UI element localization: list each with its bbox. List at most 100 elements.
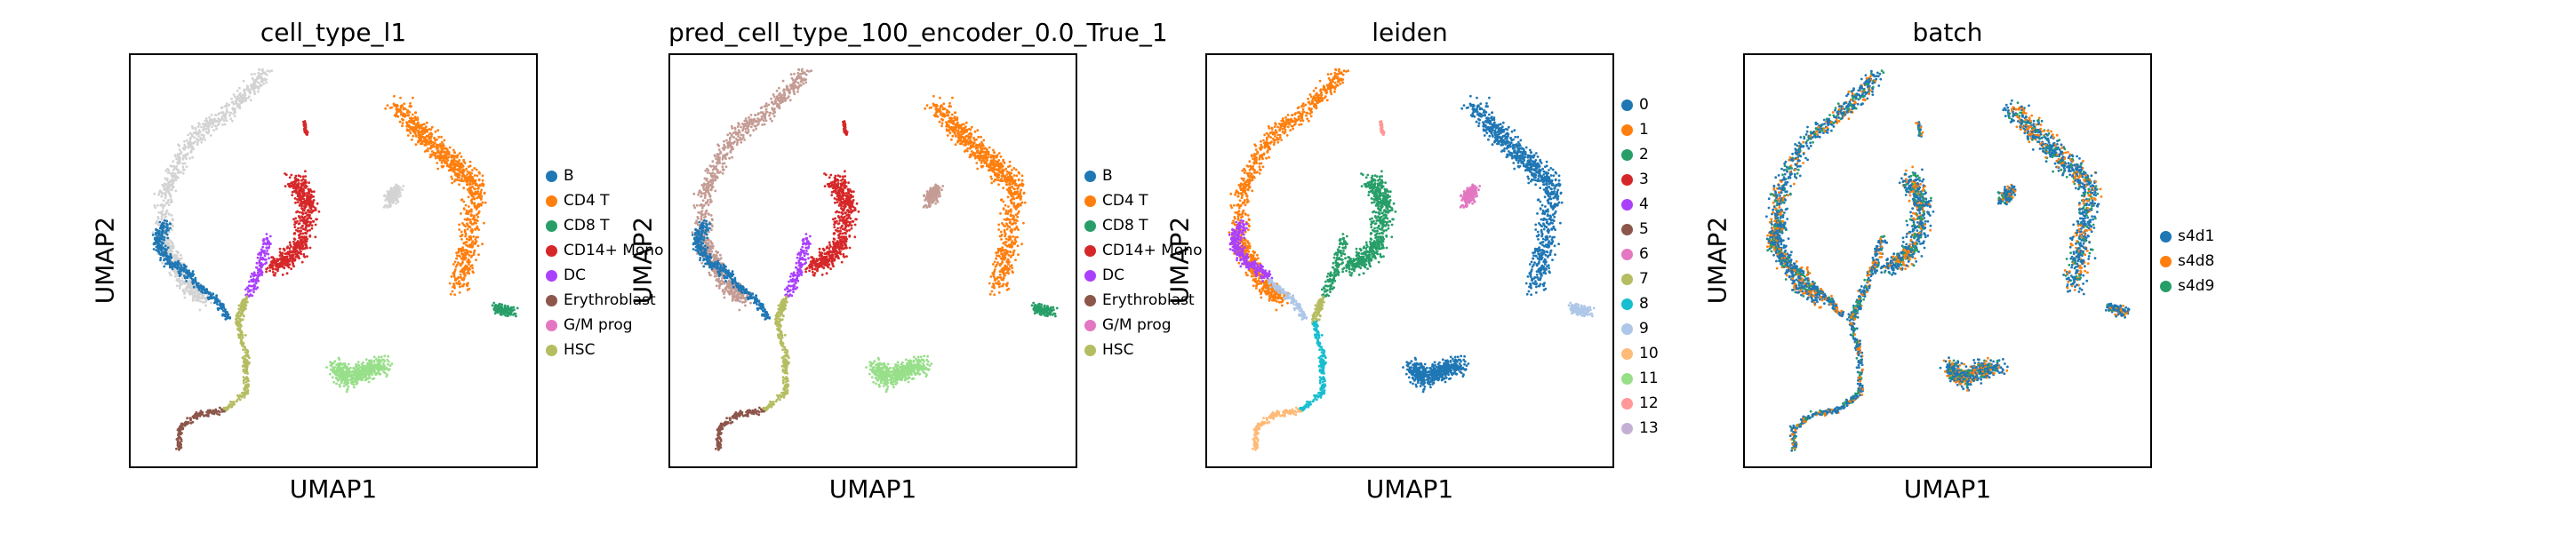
legend-entry: 6 bbox=[1621, 242, 1649, 266]
legend-label: 8 bbox=[1639, 295, 1649, 313]
legend-entry: 5 bbox=[1621, 217, 1649, 242]
legend-swatch bbox=[1621, 123, 1633, 136]
legend-label: DC bbox=[564, 266, 586, 284]
legend-swatch bbox=[1084, 344, 1096, 356]
legend-label: HSC bbox=[1102, 341, 1134, 359]
legend-label: CD4 T bbox=[1102, 192, 1148, 210]
legend-swatch bbox=[1084, 294, 1096, 306]
legend-entry: 0 bbox=[1621, 92, 1649, 117]
legend-swatch bbox=[1621, 99, 1633, 111]
legend-entry: 11 bbox=[1621, 366, 1659, 391]
legend-swatch bbox=[1621, 298, 1633, 310]
legend-entry: 9 bbox=[1621, 316, 1649, 341]
panel-batch: batch UMAP2 UMAP1 s4d1 s4d8 s4d9 bbox=[1702, 18, 2215, 504]
legend-entry: G/M prog bbox=[1084, 313, 1172, 338]
legend-label: G/M prog bbox=[564, 316, 633, 334]
legend-label: Erythroblast bbox=[564, 291, 656, 309]
legend-label: 12 bbox=[1639, 394, 1659, 412]
legend-label: s4d1 bbox=[2178, 227, 2215, 245]
legend-swatch bbox=[1084, 195, 1096, 207]
legend-entry: B bbox=[546, 163, 574, 188]
legend-entry: 4 bbox=[1621, 192, 1649, 217]
legend-entry: Erythroblast bbox=[1084, 288, 1195, 313]
scatter-points bbox=[691, 68, 1059, 451]
legend-label: 10 bbox=[1639, 345, 1659, 362]
panel-cell-type-l1: cell_type_l1 UMAP2 UMAP1 B CD4 T CD8 T CD14… bbox=[0, 0, 664, 533]
legend-swatch bbox=[1621, 248, 1633, 260]
legend-label: s4d9 bbox=[2178, 277, 2215, 295]
x-axis-label: UMAP1 bbox=[1903, 474, 1992, 504]
legend-entry: 3 bbox=[1621, 167, 1649, 192]
panel-pred-cell-type: pred_cell_type_100_encoder_0.0_True_1 UM… bbox=[0, 0, 1244, 533]
legend-swatch bbox=[546, 294, 557, 306]
x-axis-label: UMAP1 bbox=[828, 474, 917, 504]
legend-entry: 2 bbox=[1621, 142, 1649, 167]
chart-title: cell_type_l1 bbox=[260, 18, 407, 47]
legend-label: 11 bbox=[1639, 370, 1659, 387]
legend-entry: B bbox=[1084, 163, 1113, 188]
legend-entry: 7 bbox=[1621, 266, 1649, 291]
legend-swatch bbox=[1621, 397, 1633, 410]
legend-label: 6 bbox=[1639, 245, 1649, 263]
legend-swatch bbox=[1084, 319, 1096, 331]
legend-entry: CD8 T bbox=[1084, 213, 1148, 238]
legend-label: CD8 T bbox=[1102, 217, 1148, 235]
legend-label: 9 bbox=[1639, 320, 1649, 338]
legend-label: Erythroblast bbox=[1102, 291, 1195, 309]
legend-label: CD4 T bbox=[564, 192, 610, 210]
panel-leiden: leiden UMAP2 UMAP1 0 1 2 3 4 5 6 7 8 9 10 11 12 13 bbox=[1165, 18, 1659, 504]
legend-label: B bbox=[1102, 167, 1113, 185]
legend-swatch bbox=[546, 269, 557, 282]
legend-entry: s4d1 bbox=[2160, 224, 2214, 249]
legend-swatch bbox=[546, 244, 557, 257]
umap-plot-area bbox=[129, 53, 538, 468]
x-axis-label: UMAP1 bbox=[289, 474, 378, 504]
legend-label: 1 bbox=[1639, 121, 1649, 139]
legend-label: 5 bbox=[1639, 220, 1649, 238]
scatter-points bbox=[1228, 68, 1596, 451]
legend-swatch bbox=[1621, 223, 1633, 235]
legend-label: s4d8 bbox=[2178, 252, 2215, 270]
umap-plot-area bbox=[668, 53, 1077, 468]
legend-swatch bbox=[546, 219, 557, 232]
legend-swatch bbox=[1621, 347, 1633, 360]
legend-label: HSC bbox=[564, 341, 596, 359]
legend-entry: CD4 T bbox=[546, 188, 610, 213]
legend-entry: CD14+ Mono bbox=[546, 238, 663, 263]
legend-entry: 8 bbox=[1621, 291, 1649, 316]
legend-entry: s4d8 bbox=[2160, 249, 2214, 274]
legend-swatch bbox=[2160, 230, 2172, 243]
legend-label: 13 bbox=[1639, 419, 1659, 437]
y-axis-label: UMAP2 bbox=[1702, 216, 1732, 305]
legend-entry: 12 bbox=[1621, 391, 1659, 416]
legend-swatch bbox=[1621, 372, 1633, 385]
legend-label: B bbox=[564, 167, 574, 185]
legend-label: 3 bbox=[1639, 171, 1649, 188]
legend-swatch bbox=[1621, 322, 1633, 335]
legend-swatch bbox=[1084, 170, 1096, 182]
legend-entry: DC bbox=[1084, 263, 1124, 288]
legend-entry: s4d9 bbox=[2160, 274, 2214, 298]
legend-entry: 10 bbox=[1621, 341, 1659, 366]
legend-entry: 1 bbox=[1621, 117, 1649, 142]
legend-swatch bbox=[546, 344, 557, 356]
legend-label: DC bbox=[1102, 266, 1124, 284]
legend-entry: CD4 T bbox=[1084, 188, 1148, 213]
legend-label: 0 bbox=[1639, 96, 1649, 114]
legend-swatch bbox=[1621, 148, 1633, 161]
legend-label: CD14+ Mono bbox=[1102, 242, 1203, 259]
legend-swatch bbox=[1621, 198, 1633, 211]
umap-scatter bbox=[1228, 68, 1596, 451]
legend-swatch bbox=[546, 319, 557, 331]
legend-swatch bbox=[1621, 173, 1633, 186]
legend-swatch bbox=[1084, 219, 1096, 232]
umap-scatter bbox=[1765, 69, 2131, 452]
x-axis-label: UMAP1 bbox=[1365, 474, 1454, 504]
legend-label: 7 bbox=[1639, 270, 1649, 288]
legend-entry: 13 bbox=[1621, 416, 1659, 441]
legend-swatch bbox=[1084, 244, 1096, 257]
scatter-points bbox=[151, 68, 519, 451]
legend-entry: G/M prog bbox=[546, 313, 633, 338]
legend-swatch bbox=[546, 170, 557, 182]
legend-entry: DC bbox=[546, 263, 586, 288]
